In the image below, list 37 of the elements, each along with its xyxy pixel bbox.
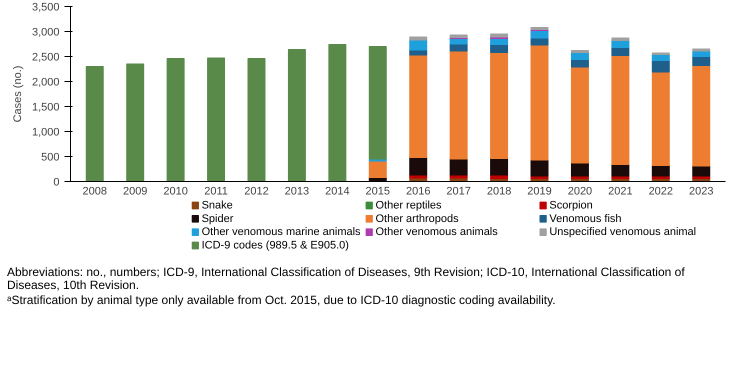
text: Abbreviations: no., numbers; ICD-9, International Classification of Diseases, 9th Revision; ICD-10, International Classification of Diseases, 10th Revision. bbox=[7, 265, 686, 292]
x-tick-label: 2013 bbox=[284, 186, 310, 198]
y-tick-label: 2,500 bbox=[32, 52, 60, 64]
y-tick-label: 0 bbox=[53, 176, 60, 188]
x-tick-label: 2008 bbox=[82, 186, 108, 198]
x-tick-label: 2009 bbox=[122, 186, 148, 198]
x-tick-label: 2015 bbox=[366, 186, 390, 198]
legend-label: Other reptiles bbox=[375, 200, 442, 212]
x-tick-label: 2020 bbox=[568, 186, 592, 198]
legend-label: Other venomous marine animals bbox=[202, 226, 362, 238]
y-tick-label: 1,500 bbox=[32, 102, 60, 114]
x-tick-label: 2011 bbox=[204, 186, 228, 198]
y-tick-label: 500 bbox=[41, 152, 60, 164]
x-tick-label: 2017 bbox=[446, 186, 471, 198]
legend-label: Venomous fish bbox=[549, 212, 622, 225]
legend-label: Scorpion bbox=[549, 200, 593, 212]
x-tick-label: 2023 bbox=[689, 186, 714, 198]
x-tick-label: 2021 bbox=[608, 186, 633, 198]
y-tick-label: 3,500 bbox=[32, 2, 60, 14]
legend-label: Spider bbox=[202, 212, 234, 225]
legend-label: Unspecified venomous animal bbox=[549, 226, 696, 238]
x-tick-label: 2022 bbox=[648, 186, 674, 198]
x-tick-label: 2010 bbox=[163, 186, 188, 198]
legend-label: Other arthropods bbox=[375, 212, 460, 225]
y-tick-label: 3,000 bbox=[32, 26, 60, 38]
legend-label: Other venomous animals bbox=[375, 226, 498, 238]
legend-label: Snake bbox=[202, 200, 233, 212]
y-tick-label: 2,000 bbox=[32, 76, 60, 88]
y-tick-label: 1,000 bbox=[32, 126, 60, 138]
x-tick-label: 2018 bbox=[486, 186, 512, 198]
text: ᵃStratification by animal type only available from Oct. 2015, due to ICD-10 diagnostic coding availability. bbox=[7, 293, 557, 307]
x-tick-label: 2019 bbox=[527, 186, 552, 198]
legend-label: ICD-9 codes (989.5 & E905.0) bbox=[202, 240, 349, 252]
y-axis-title: Cases (no.) bbox=[12, 66, 24, 122]
x-tick-label: 2014 bbox=[325, 186, 350, 198]
x-tick-label: 2012 bbox=[244, 186, 269, 198]
x-tick-label: 2016 bbox=[406, 186, 430, 198]
